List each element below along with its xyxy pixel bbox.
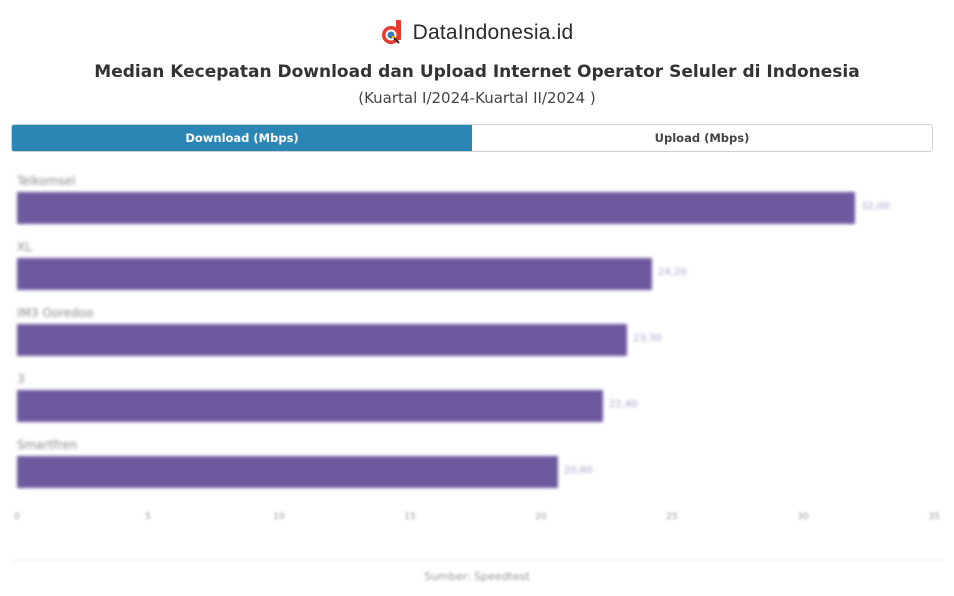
bar-row: 3 22,40 bbox=[17, 368, 934, 434]
bar[interactable] bbox=[17, 192, 855, 224]
bar-value-label: 22,40 bbox=[609, 399, 638, 410]
source-note: Sumber: Speedtest bbox=[424, 570, 530, 583]
x-axis: 0 5 10 15 20 25 30 35 bbox=[14, 512, 940, 528]
footer-divider bbox=[11, 560, 943, 561]
brand-header: DataIndonesia.id bbox=[0, 20, 954, 46]
x-tick-label: 20 bbox=[535, 512, 547, 522]
bar-value-label: 32,00 bbox=[861, 201, 890, 212]
x-tick-label: 35 bbox=[928, 512, 940, 522]
bar-row: Telkomsel 32,00 bbox=[17, 170, 934, 236]
bar-row: XL 24,20 bbox=[17, 236, 934, 302]
category-label: Telkomsel bbox=[17, 174, 76, 188]
dataindonesia-logo-icon bbox=[381, 20, 405, 46]
bar-value-label: 20,60 bbox=[564, 465, 593, 476]
x-tick-label: 25 bbox=[666, 512, 678, 522]
chart-subtitle: (Kuartal I/2024-Kuartal II/2024 ) bbox=[358, 89, 596, 107]
bar-value-label: 24,20 bbox=[658, 267, 687, 278]
bar-chart-plot: Telkomsel 32,00 XL 24,20 IM3 Ooredoo 23,… bbox=[17, 170, 934, 500]
bar-row: Smartfren 20,60 bbox=[17, 434, 934, 500]
bar-row: IM3 Ooredoo 23,30 bbox=[17, 302, 934, 368]
category-label: IM3 Ooredoo bbox=[17, 306, 94, 320]
x-tick-label: 5 bbox=[145, 512, 151, 522]
x-tick-label: 15 bbox=[404, 512, 416, 522]
category-label: Smartfren bbox=[17, 438, 78, 452]
category-label: 3 bbox=[17, 372, 25, 386]
bar[interactable] bbox=[17, 390, 603, 422]
category-label: XL bbox=[17, 240, 32, 254]
bar[interactable] bbox=[17, 258, 652, 290]
tab-download[interactable]: Download (Mbps) bbox=[12, 125, 472, 151]
brand-name: DataIndonesia.id bbox=[412, 21, 574, 44]
x-tick-label: 0 bbox=[14, 512, 20, 522]
x-tick-label: 10 bbox=[273, 512, 285, 522]
chart-title: Median Kecepatan Download dan Upload Int… bbox=[94, 62, 860, 82]
bar[interactable] bbox=[17, 456, 558, 488]
metric-tabs: Download (Mbps) Upload (Mbps) bbox=[11, 124, 933, 152]
bar[interactable] bbox=[17, 324, 627, 356]
tab-upload[interactable]: Upload (Mbps) bbox=[472, 125, 932, 151]
bar-value-label: 23,30 bbox=[633, 333, 662, 344]
x-tick-label: 30 bbox=[797, 512, 809, 522]
